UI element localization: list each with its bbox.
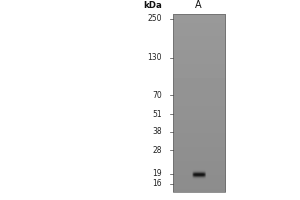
Text: 38: 38 [152, 127, 162, 136]
Text: 51: 51 [152, 110, 162, 119]
Text: 70: 70 [152, 91, 162, 100]
Text: 19: 19 [152, 169, 162, 178]
Text: 16: 16 [152, 179, 162, 188]
Text: A: A [195, 0, 202, 10]
Text: kDa: kDa [143, 1, 162, 10]
Text: 130: 130 [148, 53, 162, 62]
Text: 28: 28 [152, 146, 162, 155]
Text: 250: 250 [148, 14, 162, 23]
Bar [172, 14, 225, 192]
